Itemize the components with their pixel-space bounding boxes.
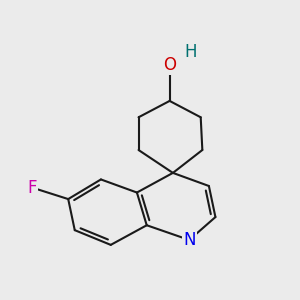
Text: H: H: [184, 43, 197, 61]
Text: N: N: [183, 231, 196, 249]
Text: F: F: [28, 178, 37, 196]
Text: O: O: [163, 56, 176, 74]
